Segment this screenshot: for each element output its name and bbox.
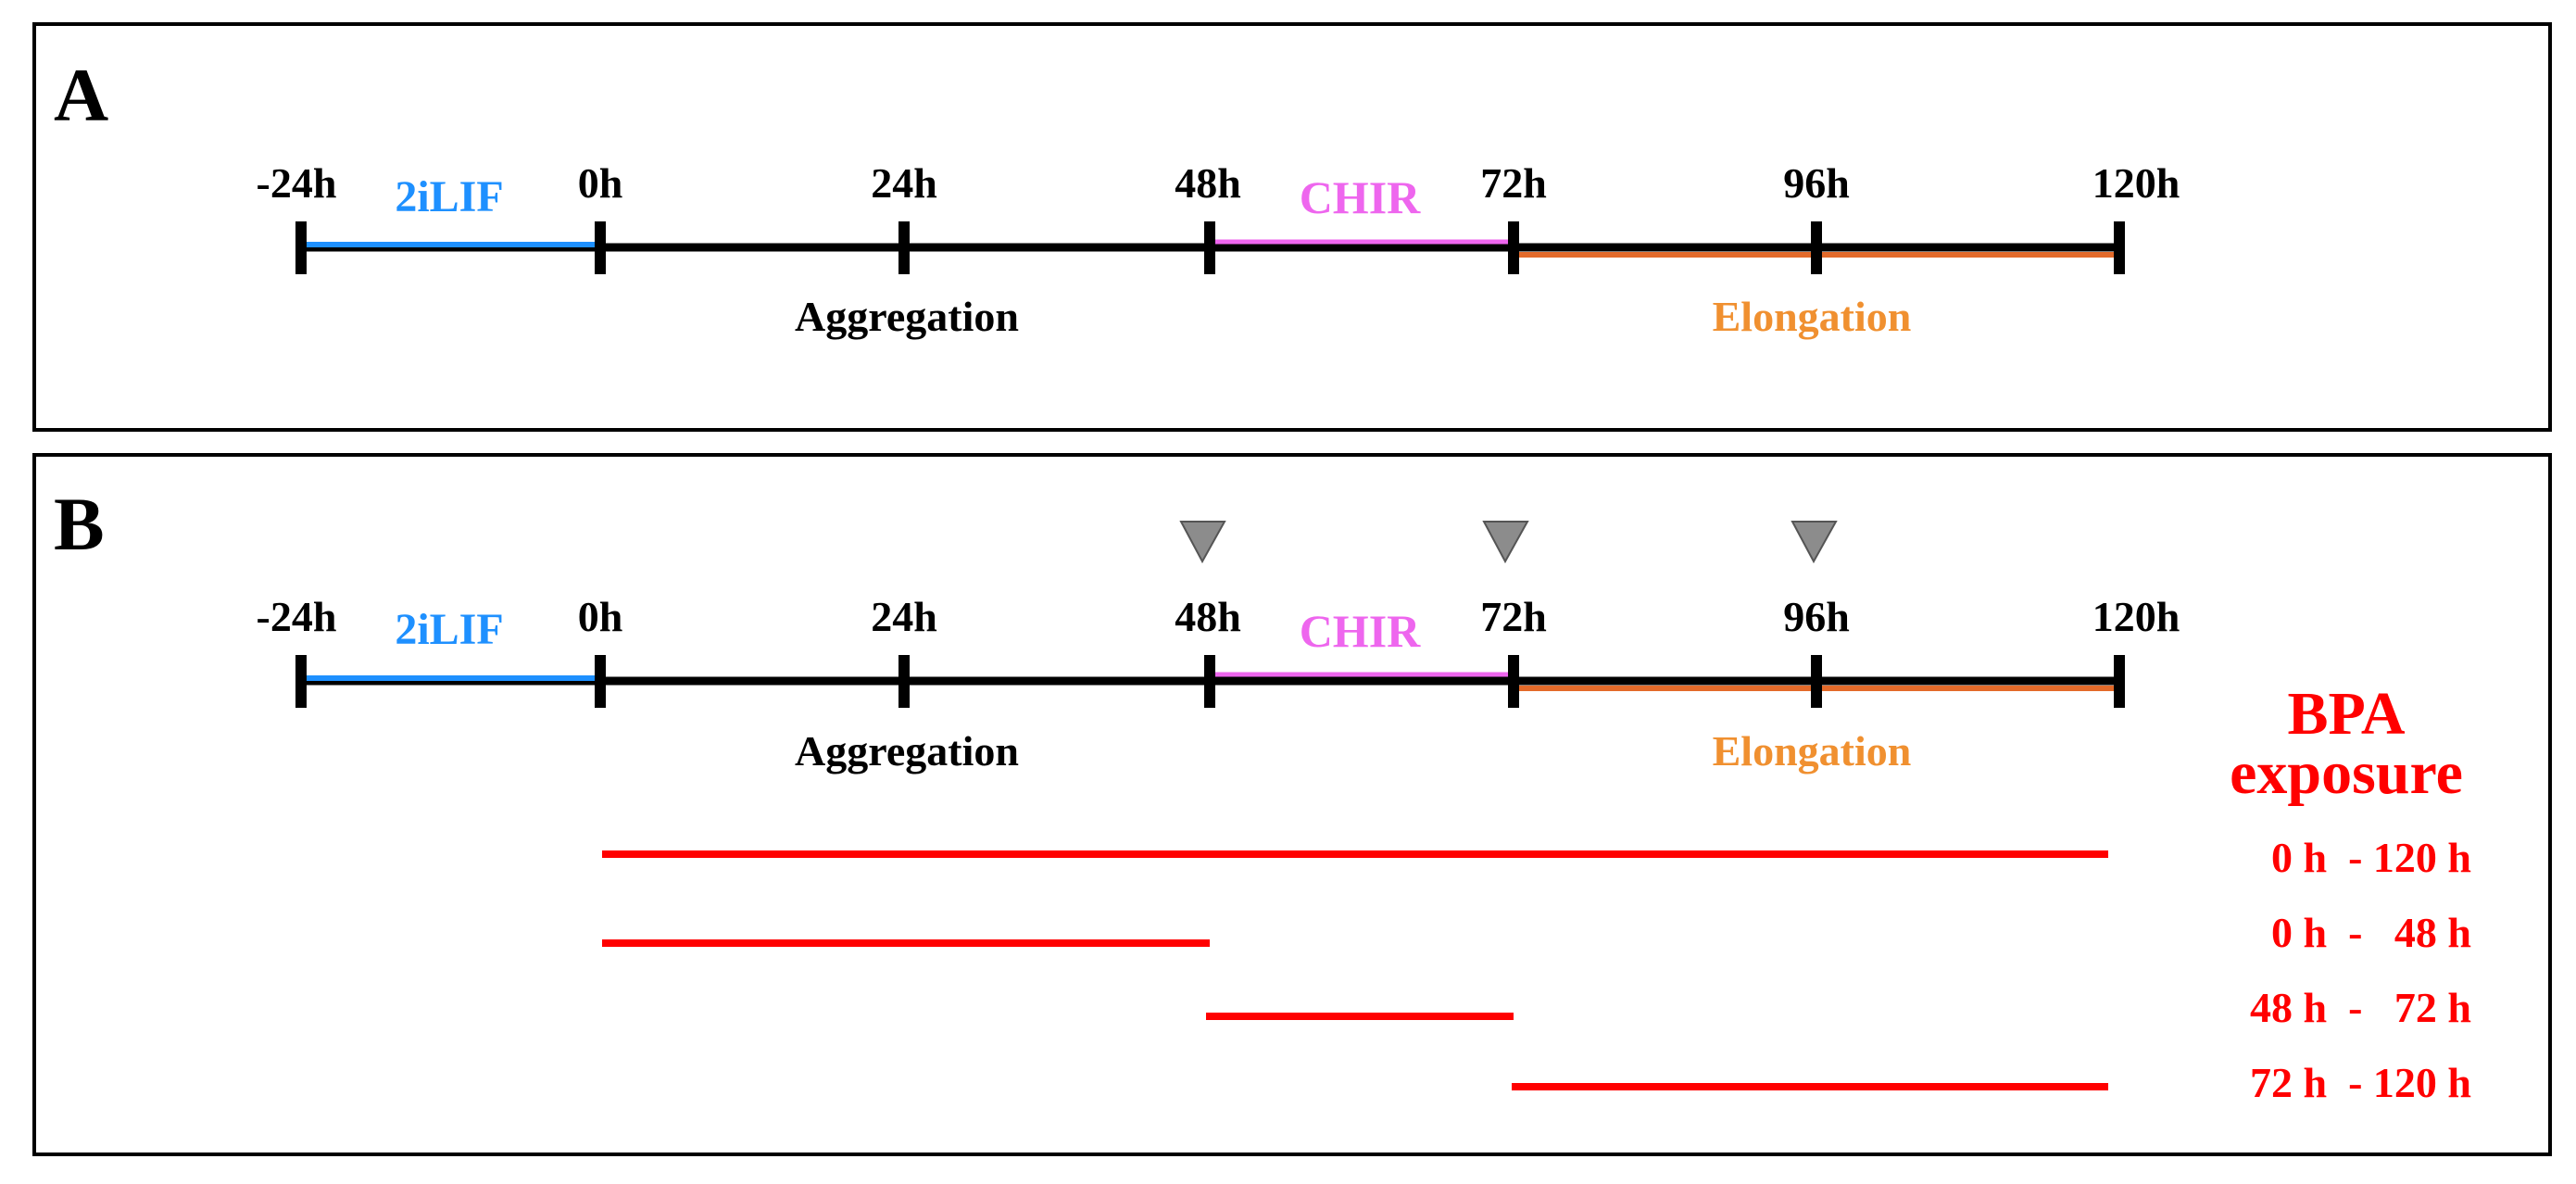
tick-mark: [595, 655, 606, 708]
panel-b-timeline: -24h 0h 24h 48h 72h 96h 120h 2iLIF CHIR …: [257, 521, 2180, 775]
elongation-label: Elongation: [1713, 293, 1912, 340]
tick-mark: [295, 221, 307, 274]
aggregation-label: Aggregation: [795, 293, 1019, 340]
chir-label: CHIR: [1300, 605, 1421, 657]
tick-mark: [2114, 655, 2125, 708]
bpa-exposure-labels: 0 h - 120 h 0 h - 48 h 48 h - 72 h 72 h …: [2250, 834, 2471, 1106]
sampling-marker-96h: [1791, 521, 1838, 564]
tick-mark: [898, 221, 910, 274]
tick-label: 0h: [578, 593, 623, 640]
panel-a-timeline: -24h 0h 24h 48h 72h 96h 120h 2iLIF CHIR …: [257, 159, 2180, 340]
tick-mark: [595, 221, 606, 274]
tick-label: 24h: [871, 159, 937, 207]
tick-label: 120h: [2092, 159, 2180, 207]
chir-label: CHIR: [1300, 171, 1421, 223]
panel-b-frame: [32, 453, 2552, 1156]
tick-mark: [1204, 221, 1215, 274]
tick-label: 72h: [1480, 159, 1547, 207]
exposure-label-48-72: 48 h - 72 h: [2250, 984, 2471, 1031]
exposure-label-0-48: 0 h - 48 h: [2271, 909, 2471, 956]
tick-label: 0h: [578, 159, 623, 207]
panel-b-letter: B: [54, 482, 105, 566]
twoilif-label: 2iLIF: [395, 605, 503, 654]
tick-label: 48h: [1175, 159, 1241, 207]
exposure-label-0-120: 0 h - 120 h: [2271, 834, 2471, 881]
bpa-exposure-bars: [602, 850, 2108, 1090]
tick-mark: [1204, 655, 1215, 708]
elongation-label: Elongation: [1713, 727, 1912, 775]
sampling-marker-72h: [1482, 521, 1529, 564]
tick-mark: [2114, 221, 2125, 274]
tick-label: 96h: [1783, 159, 1850, 207]
aggregation-label: Aggregation: [795, 727, 1019, 775]
exposure-label-72-120: 72 h - 120 h: [2250, 1059, 2471, 1106]
panel-a-frame: [32, 22, 2552, 432]
tick-mark: [1811, 221, 1822, 274]
tick-label: -24h: [257, 593, 337, 640]
tick-label: 24h: [871, 593, 937, 640]
exposure-title: exposure: [2230, 739, 2463, 807]
tick-label: 48h: [1175, 593, 1241, 640]
tick-mark: [1811, 655, 1822, 708]
tick-label: -24h: [257, 159, 337, 207]
sampling-marker-48h: [1179, 521, 1226, 564]
tick-label: 96h: [1783, 593, 1850, 640]
bpa-exposure-legend: BPA exposure: [2230, 680, 2463, 807]
panel-a-letter: A: [54, 53, 108, 137]
tick-mark: [1508, 655, 1519, 708]
twoilif-label: 2iLIF: [395, 172, 503, 221]
tick-mark: [898, 655, 910, 708]
tick-label: 120h: [2092, 593, 2180, 640]
bpa-title: BPA: [2287, 680, 2405, 748]
tick-mark: [1508, 221, 1519, 274]
tick-label: 72h: [1480, 593, 1547, 640]
tick-mark: [295, 655, 307, 708]
